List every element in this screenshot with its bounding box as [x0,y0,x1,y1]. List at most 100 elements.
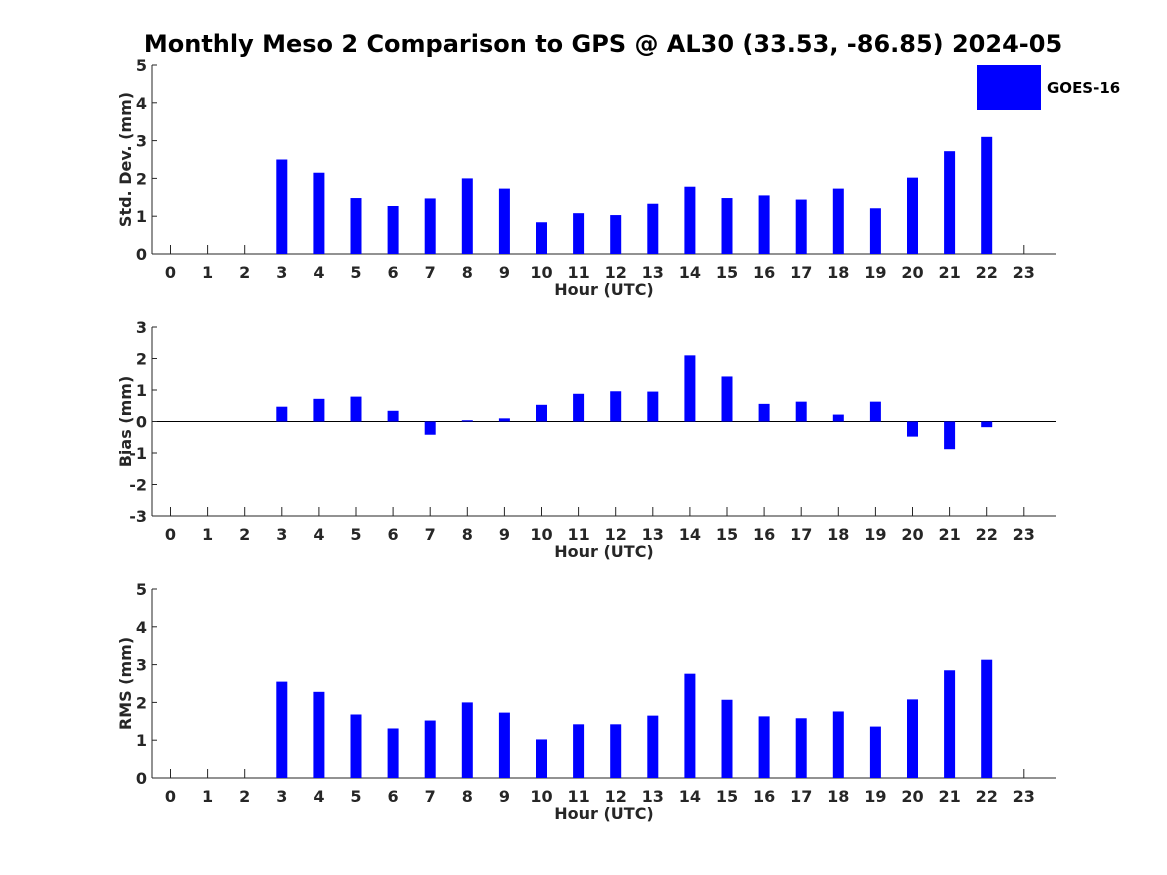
y-tick-label: 0 [136,769,147,788]
bar-hour-5 [350,714,362,778]
x-tick-label: 9 [499,525,510,544]
bar-hour-6 [387,728,399,778]
bar-hour-17 [795,199,807,254]
bar-hour-5 [350,396,362,422]
bar-hour-22 [981,136,993,254]
x-tick-label: 18 [827,525,849,544]
x-tick-label: 15 [716,787,738,806]
bar-hour-11 [573,213,585,254]
x-tick-label: 15 [716,525,738,544]
x-tick-label: 13 [642,525,664,544]
x-tick-label: 6 [388,263,399,282]
bar-hour-10 [536,222,547,254]
y-tick-label: 1 [136,731,147,750]
x-axis-label: Hour (UTC) [554,542,654,561]
x-tick-label: 7 [425,263,436,282]
x-tick-label: 9 [499,263,510,282]
bar-hour-17 [795,718,807,778]
x-tick-label: 0 [165,263,176,282]
x-tick-label: 7 [425,787,436,806]
x-tick-label: 11 [567,787,589,806]
bar-hour-14 [684,186,696,254]
bar-hour-9 [498,188,510,254]
bar-hour-8 [461,702,473,778]
x-tick-label: 4 [313,263,324,282]
bar-hour-8 [461,420,473,422]
y-tick-label: -1 [129,444,147,463]
bar-hour-18 [832,188,844,254]
bar-hour-11 [573,393,585,422]
x-tick-label: 17 [790,787,812,806]
y-tick-label: 1 [136,381,147,400]
x-tick-label: 1 [202,525,213,544]
bar-hour-8 [461,178,473,254]
y-axis-label: Std. Dev. (mm) [116,92,135,227]
x-tick-label: 3 [276,787,287,806]
x-tick-label: 13 [642,263,664,282]
x-tick-label: 22 [976,263,998,282]
bar-hour-4 [313,398,325,422]
x-tick-label: 8 [462,787,473,806]
y-tick-label: 3 [136,656,147,675]
bar-hour-20 [907,699,918,778]
figure-title: Monthly Meso 2 Comparison to GPS @ AL30 … [144,30,1062,58]
bar-hour-9 [498,712,510,778]
x-tick-label: 7 [425,525,436,544]
x-tick-label: 19 [864,263,886,282]
bar-hour-21 [944,421,956,450]
bar-hour-22 [981,659,993,778]
bar-hour-20 [907,421,918,437]
x-tick-label: 17 [790,525,812,544]
x-axis-label: Hour (UTC) [554,280,654,299]
y-tick-label: 2 [136,169,147,188]
y-tick-label: 0 [136,413,147,432]
bar-hour-3 [276,159,288,254]
bar-hour-9 [498,418,510,422]
x-tick-label: 3 [276,525,287,544]
y-axis-label: Bias (mm) [116,376,135,468]
bar-hour-5 [350,198,362,254]
bar-hour-21 [944,151,956,254]
x-tick-label: 4 [313,525,324,544]
bar-hour-11 [573,724,585,778]
bar-hour-10 [536,739,547,778]
y-tick-label: -3 [129,507,147,526]
x-tick-label: 23 [1013,263,1035,282]
x-tick-label: 1 [202,263,213,282]
bar-hour-10 [536,404,547,422]
x-tick-label: 1 [202,787,213,806]
x-tick-label: 22 [976,525,998,544]
x-tick-label: 20 [901,787,923,806]
y-axis-label: RMS (mm) [116,637,135,730]
x-tick-label: 4 [313,787,324,806]
x-tick-label: 17 [790,263,812,282]
bar-hour-15 [721,198,733,254]
y-tick-label: 5 [136,56,147,75]
bar-hour-19 [869,401,881,422]
x-tick-label: 2 [239,263,250,282]
x-tick-label: 21 [938,787,960,806]
x-tick-label: 14 [679,525,701,544]
bar-hour-14 [684,673,696,778]
x-tick-label: 2 [239,787,250,806]
x-tick-label: 18 [827,263,849,282]
x-tick-label: 10 [530,263,552,282]
legend-swatch-goes-16 [977,65,1041,110]
bar-hour-21 [944,670,956,778]
y-tick-label: 4 [136,618,147,637]
y-tick-label: 2 [136,693,147,712]
x-tick-label: 19 [864,525,886,544]
x-tick-label: 6 [388,525,399,544]
x-tick-label: 12 [605,787,627,806]
bar-hour-4 [313,172,325,254]
y-tick-label: -2 [129,476,147,495]
bar-hour-18 [832,414,844,422]
bar-hour-20 [907,177,918,254]
bar-hour-12 [610,724,622,778]
bar-hour-7 [424,421,436,435]
y-tick-label: 4 [136,94,147,113]
y-tick-label: 0 [136,245,147,264]
x-tick-label: 8 [462,525,473,544]
x-tick-label: 5 [350,787,361,806]
